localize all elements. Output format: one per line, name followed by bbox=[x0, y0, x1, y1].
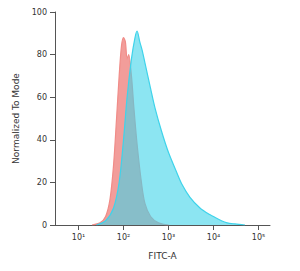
svg-text:10¹: 10¹ bbox=[72, 233, 85, 242]
svg-text:40: 40 bbox=[37, 135, 47, 144]
svg-text:20: 20 bbox=[37, 178, 47, 187]
svg-text:10²: 10² bbox=[117, 233, 130, 242]
svg-text:0: 0 bbox=[42, 221, 47, 230]
svg-text:100: 100 bbox=[32, 8, 47, 17]
svg-text:FITC-A: FITC-A bbox=[148, 251, 177, 261]
svg-text:10⁵: 10⁵ bbox=[252, 233, 265, 242]
svg-text:10³: 10³ bbox=[162, 233, 175, 242]
svg-text:80: 80 bbox=[37, 50, 47, 59]
svg-text:Normalized To Mode: Normalized To Mode bbox=[11, 73, 21, 164]
svg-text:10⁴: 10⁴ bbox=[207, 233, 220, 242]
svg-text:60: 60 bbox=[37, 93, 47, 102]
